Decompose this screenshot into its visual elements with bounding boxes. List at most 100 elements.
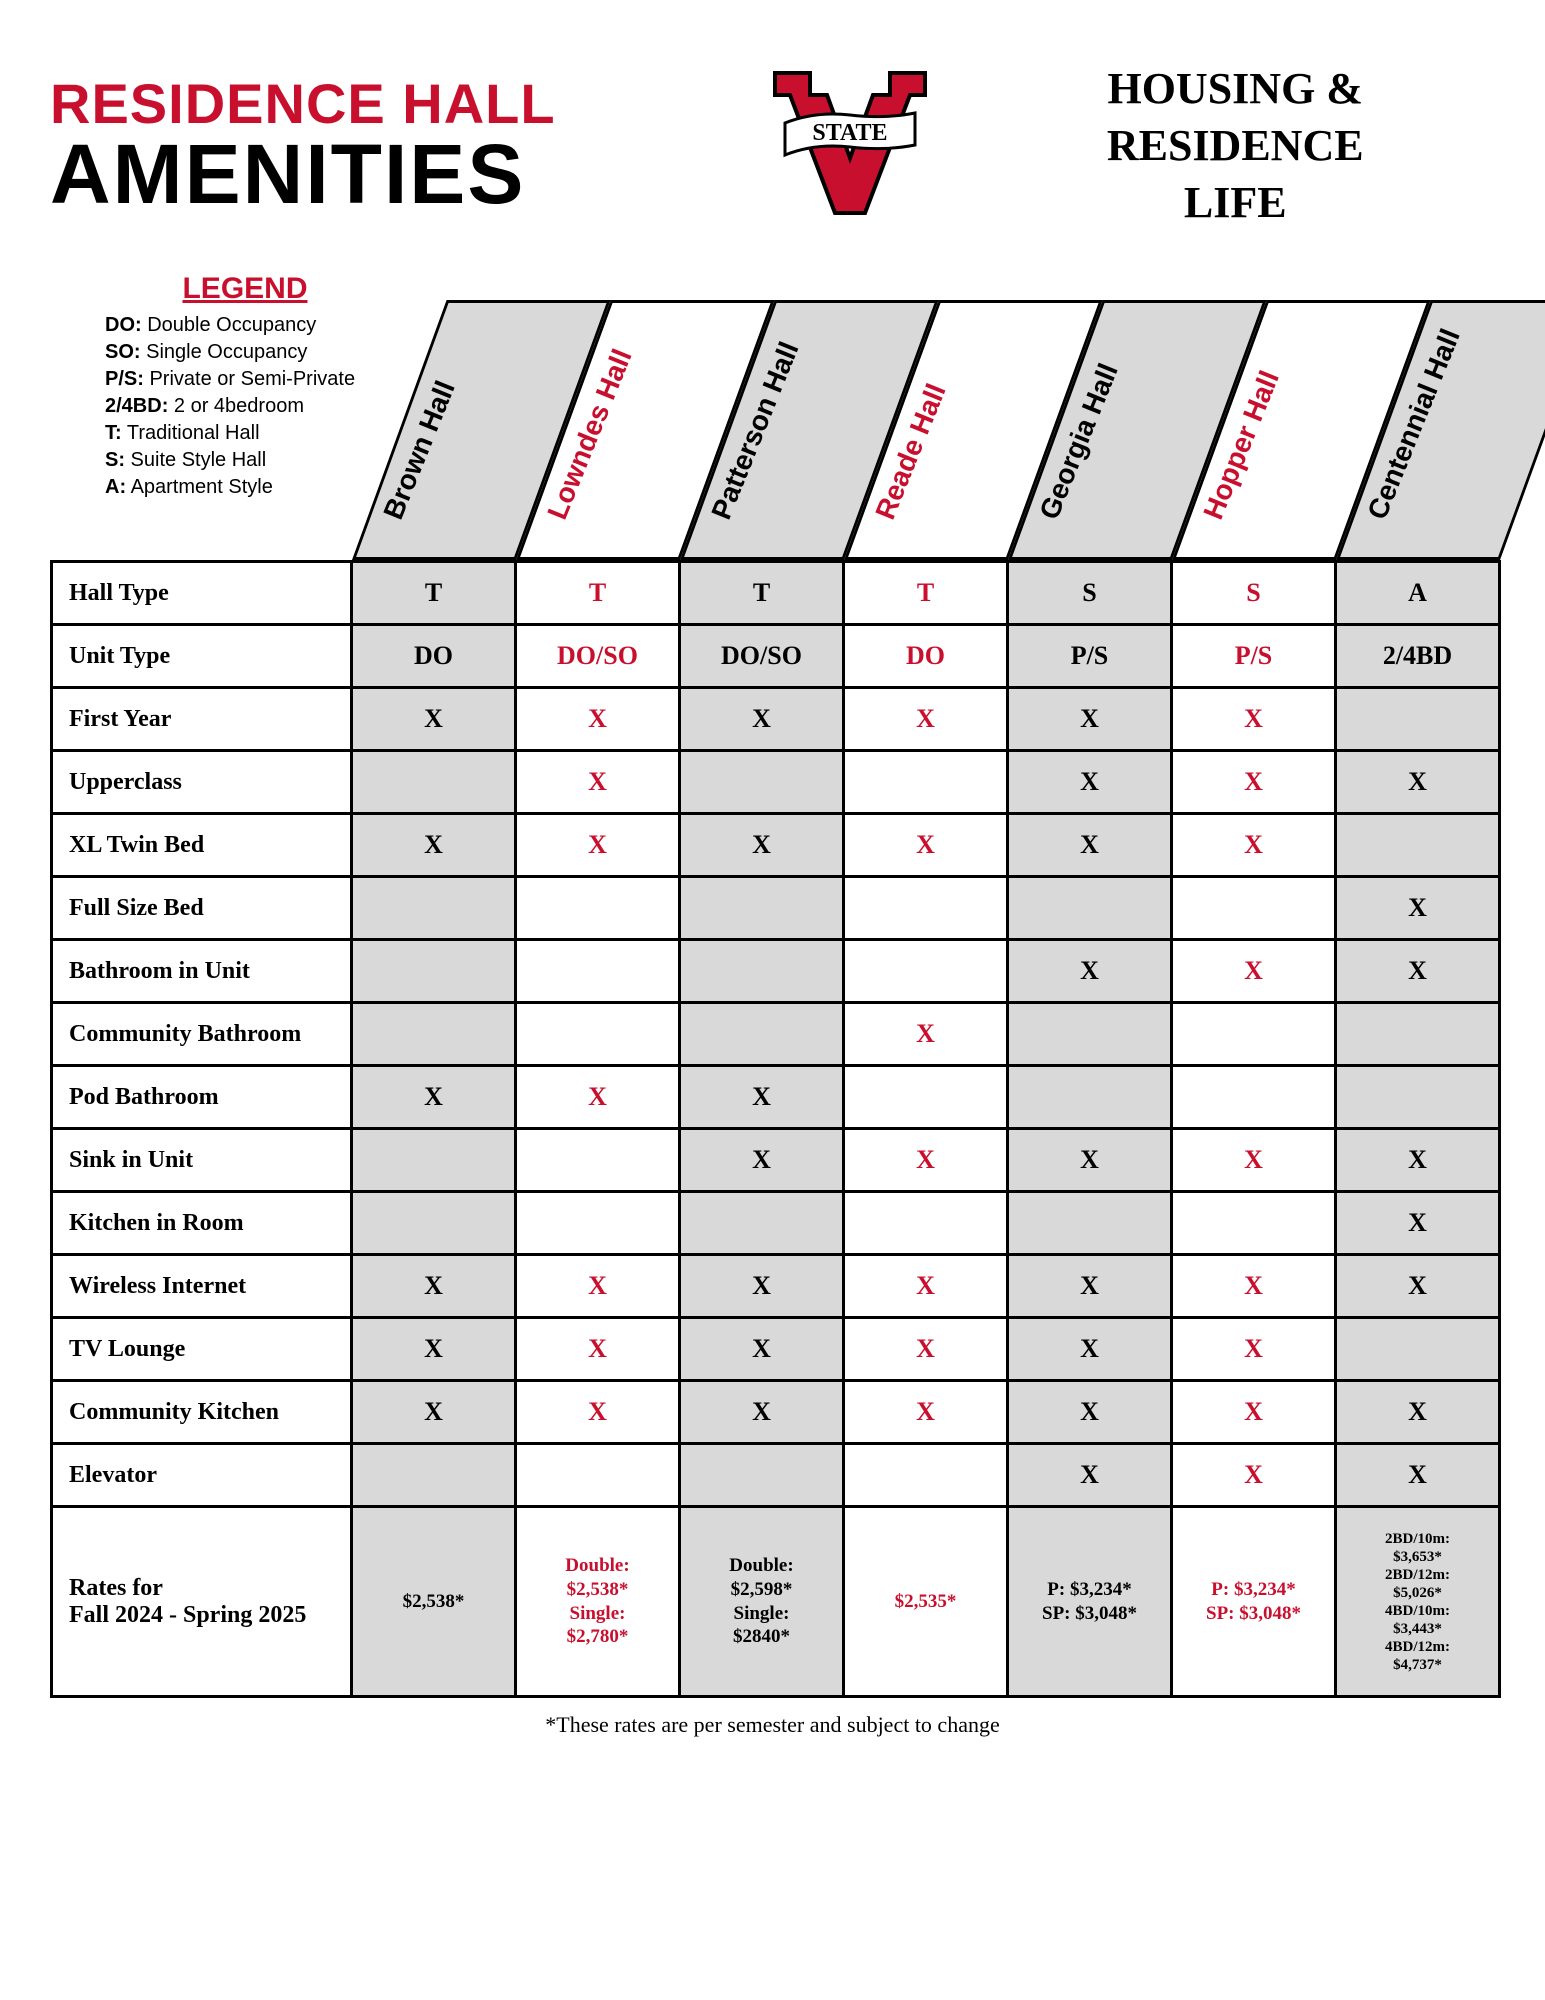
vstate-logo: STATE <box>755 63 945 228</box>
table-row: Pod BathroomXXX <box>52 1066 1500 1129</box>
table-row: Full Size BedX <box>52 877 1500 940</box>
row-label: Elevator <box>52 1444 352 1507</box>
cell <box>1172 1192 1336 1255</box>
hall-header: Brown Hall <box>352 272 516 562</box>
hall-header: Patterson Hall <box>680 272 844 562</box>
cell: DO <box>352 625 516 688</box>
cell <box>680 751 844 814</box>
cell: X <box>1336 1381 1500 1444</box>
cell <box>1172 877 1336 940</box>
cell: X <box>1172 1381 1336 1444</box>
hall-header: Georgia Hall <box>1008 272 1172 562</box>
cell <box>844 1192 1008 1255</box>
hall-header: Reade Hall <box>844 272 1008 562</box>
row-label: First Year <box>52 688 352 751</box>
cell: X <box>844 1255 1008 1318</box>
legend-item: 2/4BD: 2 or 4bedroom <box>105 393 385 420</box>
row-label: Bathroom in Unit <box>52 940 352 1003</box>
table-row: UpperclassXXXX <box>52 751 1500 814</box>
cell <box>1008 1066 1172 1129</box>
cell <box>1336 688 1500 751</box>
cell <box>352 940 516 1003</box>
cell: X <box>1172 1318 1336 1381</box>
cell <box>352 877 516 940</box>
table-row: XL Twin BedXXXXXX <box>52 814 1500 877</box>
table-row: Hall TypeTTTTSSA <box>52 562 1500 625</box>
cell <box>1172 1066 1336 1129</box>
page-header: RESIDENCE HALL AMENITIES STATE HOUSING &… <box>50 60 1495 232</box>
cell: X <box>680 1318 844 1381</box>
cell: X <box>1008 1255 1172 1318</box>
row-label: Kitchen in Room <box>52 1192 352 1255</box>
cell: X <box>680 1381 844 1444</box>
cell: 2/4BD <box>1336 625 1500 688</box>
cell: X <box>680 688 844 751</box>
row-label: Upperclass <box>52 751 352 814</box>
cell <box>352 751 516 814</box>
cell: X <box>1336 940 1500 1003</box>
cell: X <box>1336 1129 1500 1192</box>
cell: X <box>844 814 1008 877</box>
cell <box>516 877 680 940</box>
hall-header: Centennial Hall <box>1336 272 1500 562</box>
table-row: First YearXXXXXX <box>52 688 1500 751</box>
cell <box>844 751 1008 814</box>
cell: X <box>516 1066 680 1129</box>
rate-cell: P: $3,234*SP: $3,048* <box>1008 1507 1172 1697</box>
cell: S <box>1172 562 1336 625</box>
row-label: XL Twin Bed <box>52 814 352 877</box>
cell <box>516 1003 680 1066</box>
cell <box>1008 1192 1172 1255</box>
department-title: HOUSING & RESIDENCE LIFE <box>975 60 1495 232</box>
row-label: Unit Type <box>52 625 352 688</box>
cell <box>1336 1066 1500 1129</box>
legend-item: SO: Single Occupancy <box>105 339 385 366</box>
table-row: Community BathroomX <box>52 1003 1500 1066</box>
cell: X <box>1008 1444 1172 1507</box>
cell <box>516 1192 680 1255</box>
cell: X <box>1008 814 1172 877</box>
cell: X <box>680 1255 844 1318</box>
cell <box>516 1129 680 1192</box>
cell: X <box>1336 877 1500 940</box>
hall-header: Lowndes Hall <box>516 272 680 562</box>
legend-title: LEGEND <box>105 272 385 306</box>
title-line2: AMENITIES <box>50 132 725 216</box>
cell: X <box>516 1381 680 1444</box>
cell: S <box>1008 562 1172 625</box>
cell: X <box>1008 751 1172 814</box>
cell: X <box>1172 814 1336 877</box>
cell: X <box>680 814 844 877</box>
rate-cell: P: $3,234*SP: $3,048* <box>1172 1507 1336 1697</box>
cell: X <box>844 1129 1008 1192</box>
cell: X <box>352 1381 516 1444</box>
cell <box>680 1003 844 1066</box>
cell <box>844 877 1008 940</box>
table-row: Bathroom in UnitXXX <box>52 940 1500 1003</box>
cell: X <box>1008 940 1172 1003</box>
cell: X <box>1008 1318 1172 1381</box>
table-row: Kitchen in RoomX <box>52 1192 1500 1255</box>
row-label: Pod Bathroom <box>52 1066 352 1129</box>
row-label: TV Lounge <box>52 1318 352 1381</box>
rate-cell: Double:$2,598*Single:$2840* <box>680 1507 844 1697</box>
cell: X <box>1008 688 1172 751</box>
cell: X <box>1172 1444 1336 1507</box>
cell: X <box>1008 1381 1172 1444</box>
table-row: TV LoungeXXXXXX <box>52 1318 1500 1381</box>
cell <box>844 1066 1008 1129</box>
cell <box>352 1444 516 1507</box>
cell: X <box>352 1066 516 1129</box>
cell: X <box>516 751 680 814</box>
cell: X <box>352 1318 516 1381</box>
cell: DO/SO <box>516 625 680 688</box>
cell <box>844 1444 1008 1507</box>
table-row: Sink in UnitXXXXX <box>52 1129 1500 1192</box>
rate-cell: Double:$2,538*Single:$2,780* <box>516 1507 680 1697</box>
cell: DO <box>844 625 1008 688</box>
cell <box>1336 1003 1500 1066</box>
legend-item: P/S: Private or Semi-Private <box>105 366 385 393</box>
cell <box>516 940 680 1003</box>
cell: T <box>844 562 1008 625</box>
cell: X <box>352 688 516 751</box>
